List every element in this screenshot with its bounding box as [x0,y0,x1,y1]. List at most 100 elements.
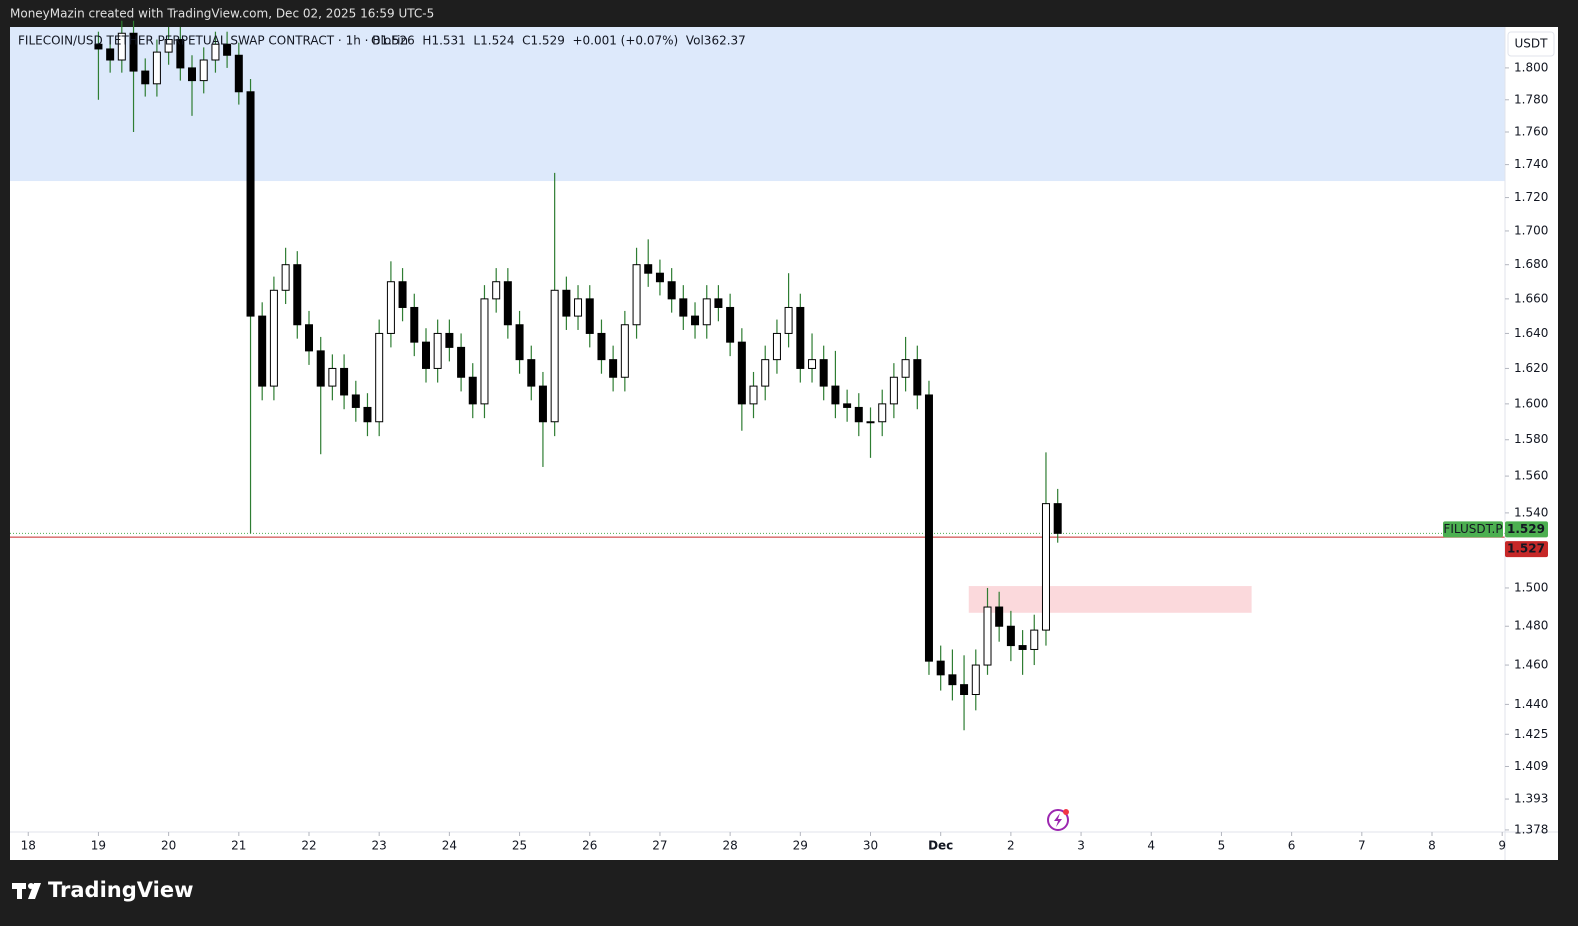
candle-body [433,332,442,369]
candle-body [609,359,618,378]
candle-body [363,406,372,423]
x-tick-label: 6 [1288,839,1296,853]
candle-body [211,43,220,61]
candle-body [375,332,384,423]
y-tick-label: 1.740 [1514,157,1548,171]
brand: TradingView [48,878,193,902]
y-tick-label: 1.760 [1514,125,1548,139]
y-tick-label: 1.540 [1514,505,1548,519]
candle-body [866,421,875,424]
candle-body [316,350,325,387]
candle-body [831,385,840,405]
x-tick-label: 5 [1218,839,1226,853]
candle-body [152,51,161,85]
candle-body [714,298,723,308]
candle-body [819,359,828,387]
candle-body [527,359,536,387]
x-tick-label: Dec [928,839,953,853]
candle-body [129,32,138,72]
currency-box[interactable] [1507,31,1555,57]
price-label-box [1505,541,1548,558]
y-tick-label: 1.460 [1514,658,1548,672]
candle-body [141,70,150,85]
candle-body [574,298,583,317]
x-tick-label: 4 [1147,839,1155,853]
candle-body [562,289,571,317]
candle-body [422,341,431,369]
candle-body [585,298,594,334]
attribution: MoneyMazin created with TradingView.com,… [10,7,434,21]
candle-body [620,324,629,378]
candle-body [889,376,898,405]
x-tick-label: 25 [512,839,527,853]
y-tick-label: 1.780 [1514,92,1548,106]
candle-body [632,264,641,326]
candle-body [702,298,711,326]
candle-body [351,394,360,408]
y-tick-label: 1.680 [1514,257,1548,271]
candle-body [644,264,653,274]
lightning-icon[interactable] [1047,809,1069,831]
candle-body [808,359,817,369]
candle-body [94,43,103,50]
x-tick-label: 7 [1358,839,1366,853]
candle-body [726,306,735,343]
candle-body [936,660,945,676]
candle-body [749,385,758,405]
x-tick-label: 29 [793,839,808,853]
candle-body [667,281,676,300]
candle-body [737,341,746,405]
candle-body [971,664,980,696]
y-tick-label: 1.660 [1514,291,1548,305]
candle-body [1041,503,1050,631]
y-tick-label: 1.425 [1514,727,1548,741]
candle-body [176,39,185,69]
candle-body [854,406,863,423]
x-tick-label: 20 [161,839,176,853]
y-tick-label: 1.440 [1514,697,1548,711]
candle-body [293,264,302,326]
candle-body [386,281,395,334]
price-label-box [1505,521,1548,538]
candle-body [960,684,969,696]
candle-body [328,367,337,387]
candle-body [457,346,466,378]
currency: USDT [1515,37,1549,51]
symbol-legend: FILECOIN/USD TETHER PERPETUAL SWAP CONTR… [18,34,408,48]
candle-body [445,332,454,348]
candle-body [480,298,489,405]
candle-body [913,359,922,396]
candle-body [468,376,477,405]
x-tick-label: 3 [1077,839,1085,853]
ohlc-legend: O1.526 H1.531 L1.524 C1.529 +0.001 (+0.0… [371,34,746,48]
y-tick-label: 1.600 [1514,396,1548,410]
y-tick-label: 1.800 [1514,60,1548,74]
x-tick-label: 26 [582,839,597,853]
x-tick-label: 27 [652,839,667,853]
candle-body [234,54,243,93]
candle-body [550,289,559,423]
candle-body [878,403,887,423]
candle-body [679,298,688,317]
candle-body [515,324,524,361]
x-tick-label: 18 [21,839,36,853]
x-tick-label: 23 [372,839,387,853]
candle-body [398,281,407,308]
brand-logo [12,883,41,899]
candle-body [784,306,793,334]
candle-body [164,39,173,53]
candle-body [223,43,232,56]
y-tick-label: 1.720 [1514,190,1548,204]
candle-body [246,91,255,317]
candle-body [901,359,910,378]
x-tick-label: 22 [301,839,316,853]
candle-body [269,289,278,387]
candle-body [597,332,606,361]
y-tick-label: 1.409 [1514,759,1548,773]
candle-body [796,306,805,369]
x-tick-label: 24 [442,839,457,853]
candle-body [340,367,349,396]
zone [10,27,1505,182]
